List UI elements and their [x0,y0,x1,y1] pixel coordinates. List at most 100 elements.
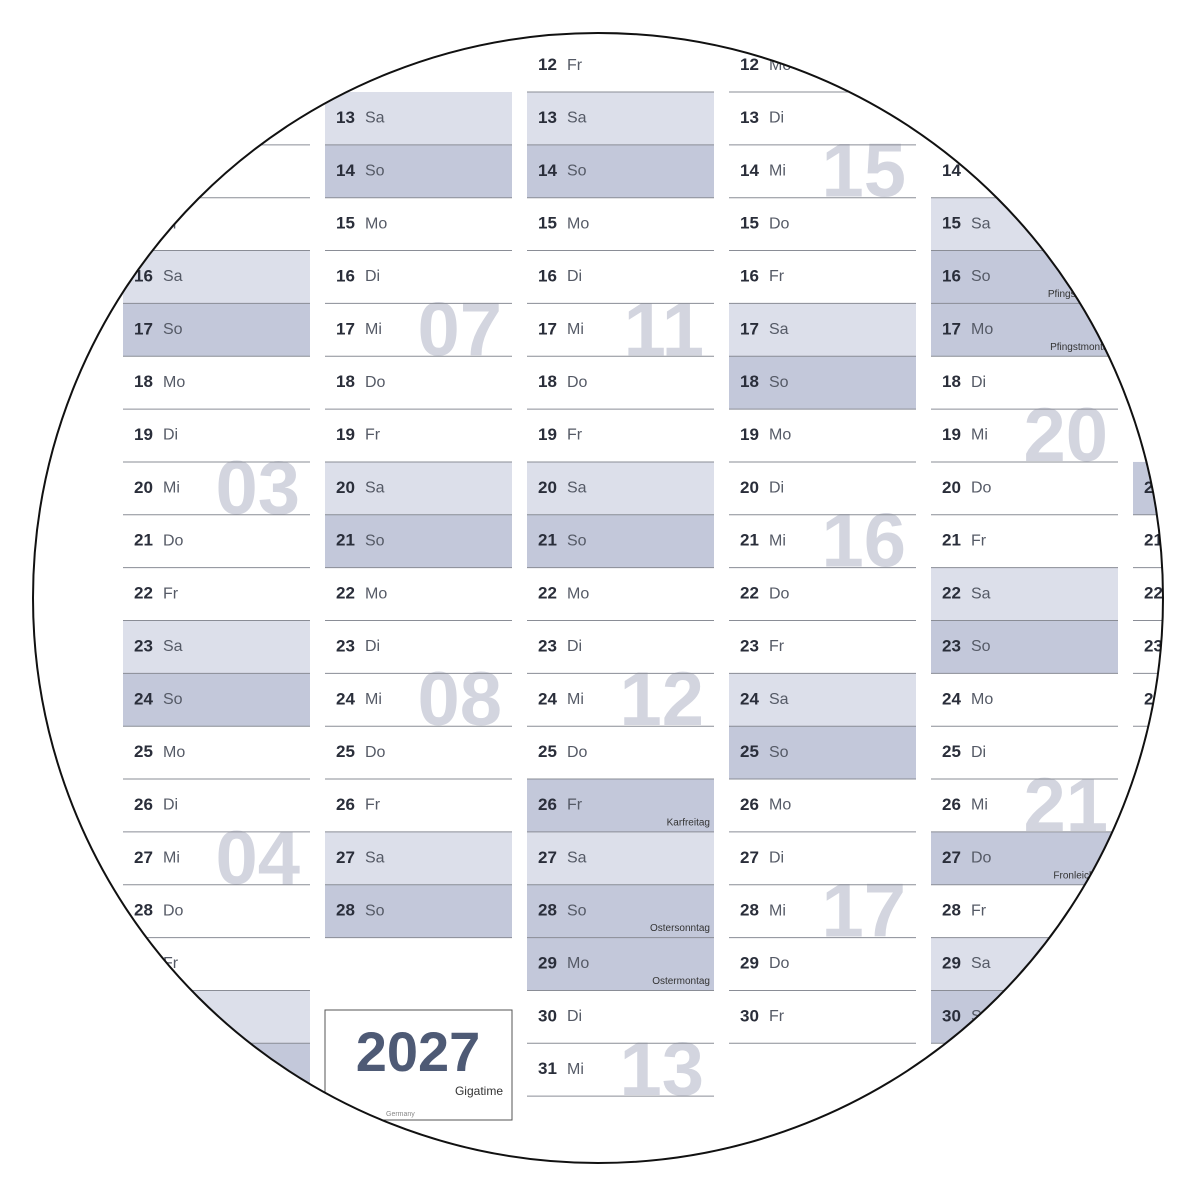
day-number: 25 [740,742,759,761]
weekday: So [971,268,991,285]
weekday: Mi [365,321,382,338]
day-shade [729,673,916,727]
weekday: Mi [163,850,180,867]
week-number: 13 [619,1027,704,1112]
weekday: Do [163,532,184,549]
day-shade [729,356,916,410]
day-shade [527,831,714,885]
holiday: Karfreitag [667,818,710,829]
weekday: So [971,638,991,655]
weekday: Mo [567,215,589,232]
weekday: Sa [365,850,385,867]
week-number: 20 [1023,393,1108,478]
day-shade [527,514,714,568]
weekday: Fr [163,215,179,232]
day-shade [123,620,310,674]
weekday: Fr [567,427,583,444]
day-number: 26 [538,795,557,814]
day-number: 28 [336,901,355,920]
weekday: Do [163,902,184,919]
day-number: 18 [942,372,961,391]
day-number: 30 [538,1006,557,1025]
day-number: 22 [538,584,557,603]
weekday: Fr [365,427,381,444]
day-number: 22 [134,584,153,603]
day-number: 26 [134,795,153,814]
day-number: 31 [134,1059,153,1078]
weekday: So [163,1061,183,1078]
weekday: Mo [163,374,185,391]
weekday: Fr [971,902,987,919]
day-shade [325,92,512,145]
weekday: Do [971,850,992,867]
day-number: 16 [942,266,961,285]
day-number: 23 [336,636,355,655]
day-shade [931,567,1118,621]
day-shade [325,831,512,885]
day-number: 16 [336,266,355,285]
day-shade [729,726,916,780]
day-shade [123,303,310,357]
day-shade [325,884,512,938]
day-number: 20 [942,478,961,497]
day-number: 20 [134,478,153,497]
day-shade [325,144,512,198]
week-number: 08 [417,657,502,742]
weekday: Mo [567,585,589,602]
day-number: 30 [134,1006,153,1025]
country: Germany [386,1111,415,1118]
weekday: Sa [163,1008,183,1025]
day-number: 14 [942,161,961,180]
day-shade [123,250,310,304]
day-number: 17 [538,319,557,338]
day-number: 17 [336,319,355,338]
day-number: 28 [740,901,759,920]
day-number: 14 [740,161,759,180]
weekday: Mi [567,321,584,338]
weekday: Do [769,585,790,602]
lens-border [32,32,1164,1164]
day-number: 17 [740,319,759,338]
weekday: Di [567,268,582,285]
weekday: Fr [567,57,583,74]
weekday: Do [769,215,790,232]
week-number: 21 [1023,763,1108,848]
day-number: 26 [740,795,759,814]
weekday: Mi [567,691,584,708]
weekday: Mo [971,321,993,338]
weekday: Mi [365,691,382,708]
day-number: 15 [942,214,961,233]
weekday: Di [567,638,582,655]
day-number: 18 [336,372,355,391]
weekday: Di [163,797,178,814]
weekday: Mi [971,797,988,814]
day-number: 29 [740,954,759,973]
day-number: 16 [740,266,759,285]
weekday: Mi [163,110,180,127]
day-number: 28 [942,901,961,920]
weekday: Mo [769,797,791,814]
day-number: 17 [942,319,961,338]
day-number: 26 [336,795,355,814]
day-number: 12 [538,55,557,74]
weekday: Sa [365,480,385,497]
day-number: 25 [134,742,153,761]
day-number: 26 [942,795,961,814]
day-number: 22 [942,584,961,603]
weekday: Fr [365,797,381,814]
day-number: 21 [740,531,759,550]
day-number: 14 [538,161,557,180]
day-number: 22 [336,584,355,603]
day-number: 21 [942,531,961,550]
day-number: 20 [538,478,557,497]
day-number: 21 [1144,531,1163,550]
weekday: So [567,162,587,179]
holiday: Ostersonntag [650,923,710,934]
day-number: 31 [538,1059,557,1078]
weekday: Do [1173,691,1194,708]
day-shade [527,779,714,832]
weekday: Mi [769,902,786,919]
holiday: Pfingstmontag [1050,342,1114,353]
day-shade [123,673,310,727]
day-shade [931,620,1118,674]
